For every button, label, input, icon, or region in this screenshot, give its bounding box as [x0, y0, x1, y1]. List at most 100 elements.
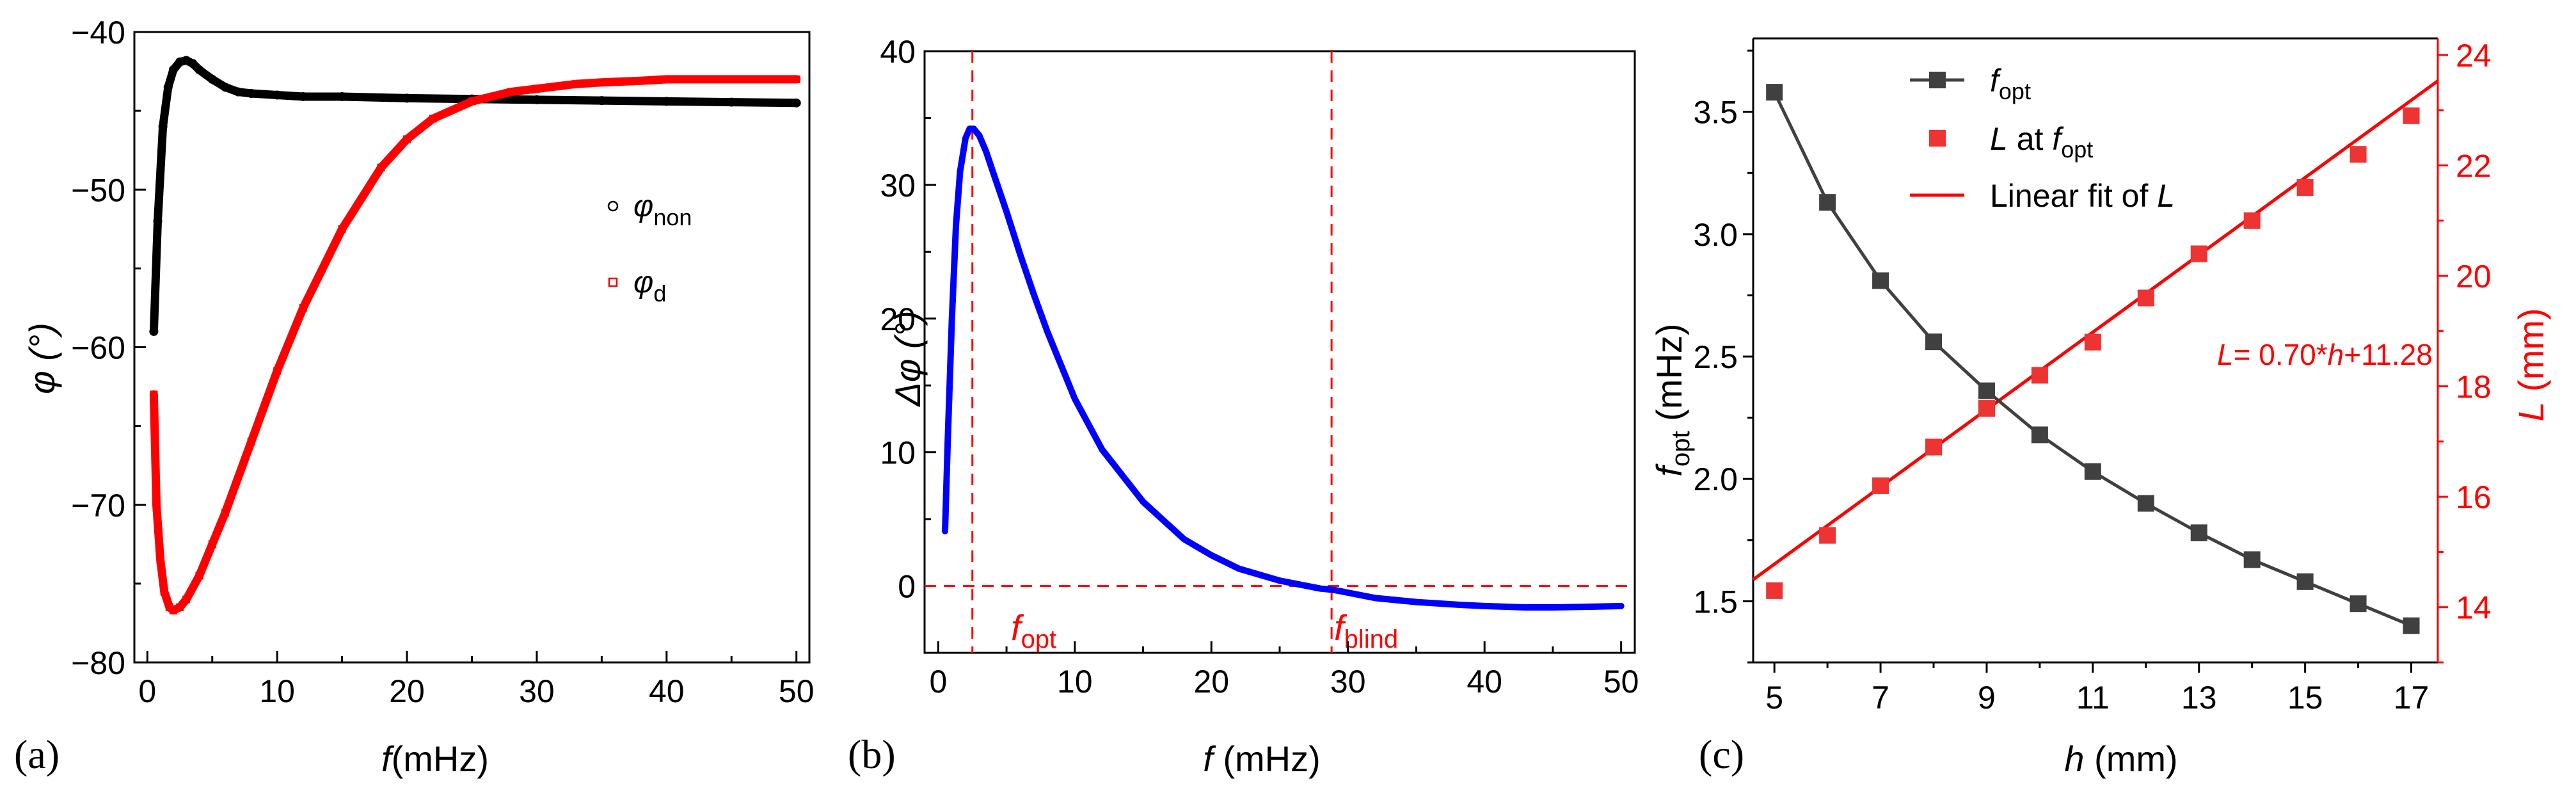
data-point-delta-phi: [963, 135, 969, 141]
data-point-L: [2084, 333, 2101, 351]
data-point-delta-phi: [1236, 566, 1241, 572]
data-point-L: [2349, 146, 2367, 163]
panel-a-legend: φnon φd: [607, 189, 692, 307]
data-point-phi-d: [160, 588, 168, 596]
data-point-phi-non: [195, 65, 204, 75]
data-point-phi-non: [532, 95, 541, 104]
linear-fit-line: [1752, 79, 2439, 581]
x-tick-label: 9: [1978, 680, 1996, 716]
data-point-delta-phi: [1618, 603, 1624, 609]
data-point-delta-phi: [971, 126, 976, 132]
data-point-delta-phi: [1413, 599, 1419, 605]
panel-a-xlabel: f(mHz): [381, 739, 489, 779]
data-point-f-opt: [2403, 617, 2420, 634]
x-tick-label: 10: [259, 673, 295, 709]
data-point-phi-d: [176, 603, 184, 611]
x-tick-label: 0: [929, 664, 947, 700]
data-point-phi-non: [246, 89, 256, 99]
data-point-phi-d: [247, 438, 255, 446]
data-point-phi-non: [597, 96, 607, 106]
data-point-phi-d: [156, 556, 164, 564]
data-point-phi-d: [767, 75, 775, 83]
y-right-tick-label: 22: [2456, 148, 2492, 184]
x-tick-label: 13: [2181, 680, 2217, 716]
annotation-f-opt: fopt: [1011, 607, 1056, 653]
data-point-phi-d: [152, 501, 161, 509]
data-point-phi-d: [377, 163, 385, 172]
data-point-delta-phi: [1045, 329, 1051, 335]
x-tick-label: 0: [138, 673, 156, 709]
legend-label-f-opt: fopt: [1990, 63, 2031, 104]
data-point-phi-d: [532, 84, 541, 93]
panel-c-xlabel: h (mm): [2064, 739, 2177, 779]
data-point-delta-phi: [1004, 209, 1010, 214]
data-point-phi-non: [168, 65, 178, 75]
y-tick-label: −70: [71, 488, 125, 524]
data-point-f-opt: [2296, 573, 2314, 590]
data-point-L: [2243, 212, 2261, 229]
data-point-delta-phi: [1140, 499, 1146, 504]
data-point-phi-d: [221, 509, 230, 517]
data-point-phi-d: [182, 595, 191, 604]
data-point-f-opt: [1766, 84, 1783, 101]
legend-label-fit: Linear fit of L: [1990, 178, 2175, 214]
legend-marker-phi-d: [608, 277, 618, 287]
legend-marker-L: [1929, 130, 1946, 147]
data-point-phi-d: [150, 390, 158, 399]
y-tick-label: 40: [880, 34, 916, 70]
x-tick-label: 15: [2287, 680, 2323, 716]
series-phi-non-line: [149, 56, 801, 336]
data-point-L: [2031, 367, 2048, 384]
y-tick-label: 30: [880, 168, 916, 204]
data-point-f-opt: [2243, 551, 2261, 568]
y-right-tick-label: 18: [2456, 369, 2492, 405]
data-point-f-opt: [1925, 333, 1943, 351]
data-point-delta-phi: [1372, 595, 1378, 601]
x-tick-label: 5: [1765, 680, 1783, 716]
data-point-phi-non: [153, 216, 163, 226]
data-point-delta-phi: [942, 528, 948, 534]
y-left-tick-label: 3.0: [1693, 217, 1738, 253]
y-right-tick-label: 20: [2456, 259, 2492, 294]
data-point-delta-phi: [1550, 604, 1555, 610]
panel-b-frame: [923, 50, 1636, 654]
x-tick-label: 17: [2394, 680, 2429, 716]
x-tick-label: 40: [649, 673, 685, 709]
x-tick-label: 20: [389, 673, 425, 709]
data-point-delta-phi: [949, 316, 955, 321]
data-point-L: [1925, 438, 1943, 456]
legend-marker-phi-non: [607, 200, 619, 212]
y-tick-label: 10: [880, 435, 916, 471]
data-point-delta-phi: [983, 148, 989, 154]
data-point-phi-d: [299, 303, 307, 312]
data-point-delta-phi: [1345, 590, 1351, 595]
x-tick-label: 7: [1872, 680, 1889, 716]
x-tick-label: 30: [519, 673, 555, 709]
data-point-delta-phi: [1017, 252, 1023, 257]
fit-equation: L= 0.70*h+11.28: [2217, 338, 2433, 371]
series-phi-d-line: [149, 75, 801, 615]
data-point-phi-non: [791, 98, 801, 108]
data-point-delta-phi: [1454, 602, 1460, 607]
data-point-f-opt: [2349, 595, 2367, 613]
data-point-phi-d: [662, 75, 671, 83]
data-point-L: [2403, 107, 2420, 124]
data-point-phi-d: [403, 135, 411, 143]
data-point-f-opt: [1978, 382, 1995, 399]
legend-label-phi-d: φd: [633, 266, 666, 307]
delta-phi-line: [942, 125, 1625, 611]
panel-a-label: (a): [14, 732, 60, 777]
y-left-tick-label: 1.5: [1693, 584, 1738, 620]
y-tick-label: −80: [71, 645, 125, 681]
data-point-phi-d: [507, 88, 515, 96]
data-point-f-opt: [2031, 426, 2048, 444]
y-right-tick-label: 16: [2456, 479, 2492, 515]
data-point-L: [2190, 245, 2207, 262]
y-tick-label: 0: [898, 569, 916, 605]
data-point-delta-phi: [1181, 536, 1187, 542]
data-point-delta-phi: [1072, 396, 1077, 402]
data-point-delta-phi: [1099, 447, 1105, 453]
data-point-phi-d: [208, 540, 216, 549]
data-point-phi-d: [637, 77, 645, 85]
